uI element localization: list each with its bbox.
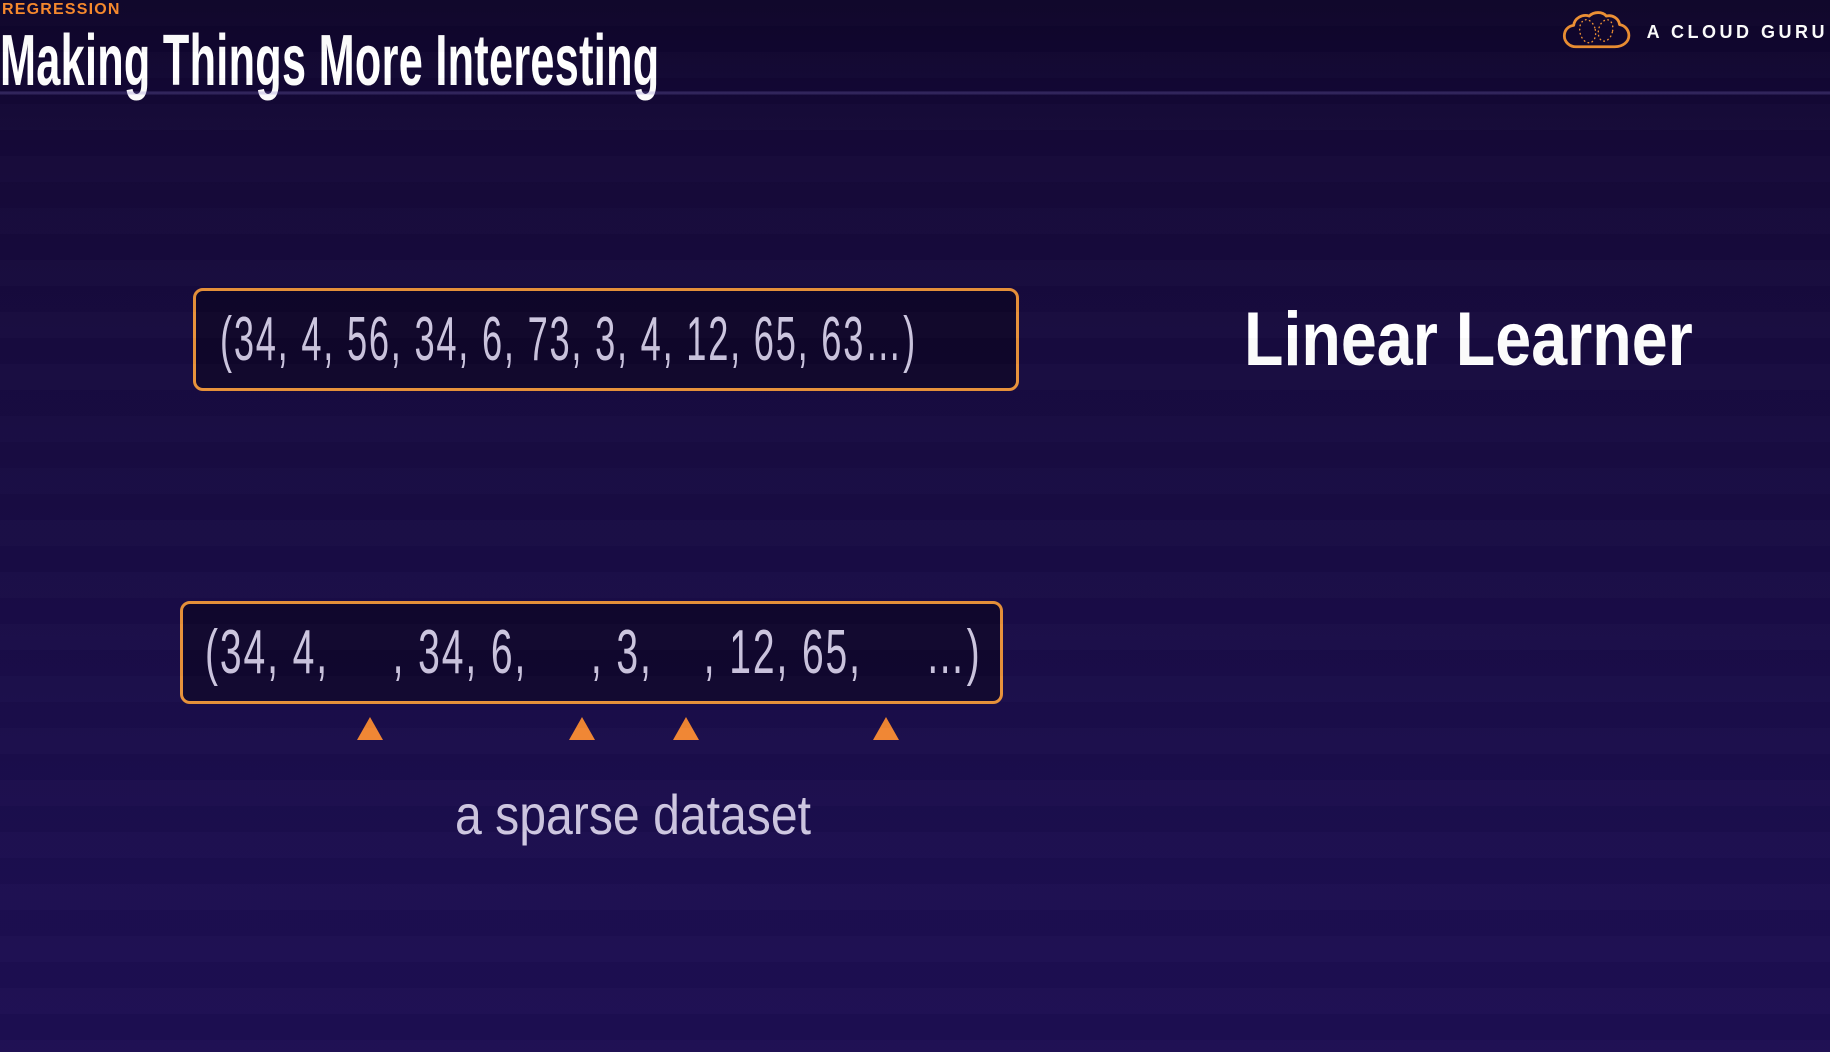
section-heading-text: Linear Learner bbox=[1244, 297, 1693, 382]
section-heading: Linear Learner bbox=[1244, 302, 1772, 378]
sparse-vector-box: (34, 4, , 34, 6, , 3, , 12, 65, …) bbox=[180, 601, 1003, 704]
dense-vector-box: (34, 4, 56, 34, 6, 73, 3, 4, 12, 65, 63…… bbox=[193, 288, 1019, 391]
figure-caption-text: a sparse dataset bbox=[455, 783, 812, 846]
sparse-dataset-figure: (34, 4, , 34, 6, , 3, , 12, 65, …) a spa… bbox=[180, 601, 1003, 891]
cloud-icon bbox=[1562, 11, 1630, 49]
brand-name: A CLOUD GURU bbox=[1646, 21, 1828, 42]
sparse-vector-text: (34, 4, , 34, 6, , 3, , 12, 65, …) bbox=[205, 617, 982, 687]
triangle-up-icon bbox=[673, 717, 699, 740]
missing-value-markers bbox=[180, 717, 1003, 741]
figure-caption: a sparse dataset bbox=[222, 783, 1045, 847]
page-title: Making Things More Interesting bbox=[0, 24, 1099, 98]
triangle-up-icon bbox=[569, 717, 595, 740]
course-eyebrow: REGRESSION bbox=[2, 1, 121, 18]
page-title-text: Making Things More Interesting bbox=[0, 21, 660, 101]
triangle-up-icon bbox=[357, 717, 383, 740]
dense-vector-text: (34, 4, 56, 34, 6, 73, 3, 4, 12, 65, 63…… bbox=[220, 304, 918, 374]
header-divider bbox=[0, 91, 1830, 95]
triangle-up-icon bbox=[873, 717, 899, 740]
brand-logo: A CLOUD GURU bbox=[1562, 8, 1830, 56]
